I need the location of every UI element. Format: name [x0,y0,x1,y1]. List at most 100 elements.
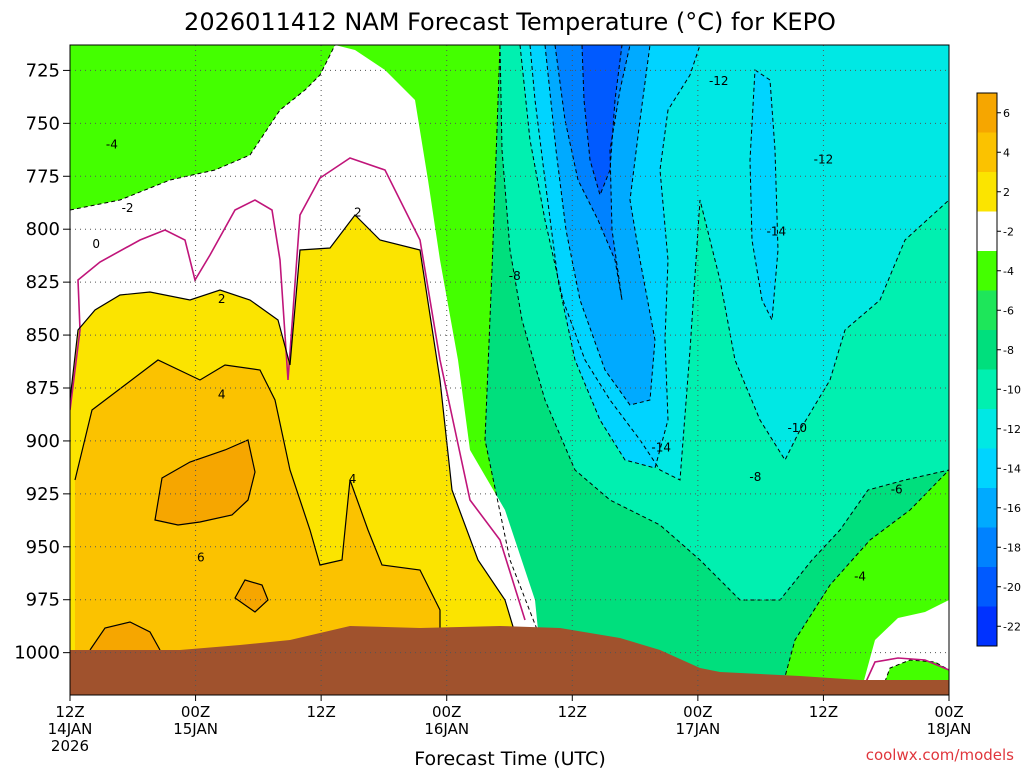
terrain-ground [70,626,949,695]
contour-minus4 [779,469,949,695]
contour-label: -14 [767,224,787,238]
contour-label: -2 [122,201,134,215]
y-axis: 725 750 775 800 825 850 875 900 925 950 975 1000 [14,60,70,664]
x-tick-label: 12Z [558,703,587,721]
y-tick-label: 975 [26,590,60,611]
y-tick-label: 725 [26,60,60,81]
contour-6 [154,439,256,526]
band-6-to-4-small [235,580,268,612]
colorbar-label: -16 [1003,502,1021,515]
positive-contours [70,214,521,651]
y-tick-label: 850 [26,325,60,346]
x-axis: 12Z 14JAN 2026 00Z 15JAN 12Z 00Z 16JAN 12Z 00Z 17J… [48,695,972,755]
contour-minus16 [554,45,631,301]
band-6-to-4 [155,440,255,525]
contour-minus10 [519,45,949,481]
contour-label: -4 [106,138,118,152]
plot-frame [69,44,950,696]
y-tick-label: 875 [26,378,60,399]
contour-label: -6 [891,483,903,497]
contour-0 [859,657,949,695]
chart-title: 2026011412 NAM Forecast Temperature (°C)… [184,8,836,36]
band-6-to-4-small [90,622,160,650]
colorbar-swatch [977,488,997,528]
contour-6 [234,579,269,613]
band-4-to-2 [75,360,440,650]
contour-label: 2 [218,292,226,306]
x-tick-label: 12Z [306,703,335,721]
negative-contours [70,45,949,695]
colorbar-swatch [977,93,997,133]
colorbar-label: -2 [1003,225,1014,238]
x-tick-label: 00Z 15JAN [173,703,218,738]
contour-label: 6 [197,550,205,564]
x-tick-label: 00Z 17JAN [675,703,720,738]
y-tick-label: 750 [26,113,60,134]
band-minus18-to-minus20 [582,45,622,195]
freezing-contour [70,157,949,695]
contour-label: 2 [354,205,362,219]
contour-6 [89,621,161,651]
contour-minus18 [581,45,623,197]
contour-label: -10 [787,421,807,435]
x-tick-label: 00Z 16JAN [424,703,469,738]
colorbar-label: -22 [1003,620,1021,633]
contour-minus2 [70,45,336,211]
colorbar-swatch [977,172,997,212]
contour-label: -8 [749,470,761,484]
colorbar-label: 4 [1003,146,1010,159]
colorbar-label: -6 [1003,304,1014,317]
colorbar-label: -14 [1003,462,1021,475]
y-tick-label: 800 [26,219,60,240]
colorbar-label: -18 [1003,541,1021,554]
contour-minus12 [529,45,701,469]
colorbar-swatch [977,567,997,607]
contour-0 [70,157,526,621]
colorbar-swatch [977,369,997,409]
colorbar-swatch [977,211,997,251]
contour-label: -8 [509,269,521,283]
y-tick-label: 925 [26,484,60,505]
y-tick-label: 1000 [14,643,60,664]
colorbar-label: -8 [1003,344,1014,357]
x-tick-label: 00Z 18JAN [927,703,972,738]
contour-label: -12 [709,74,729,88]
contour-minus6 [484,45,546,651]
y-tick-label: 775 [26,166,60,187]
contour-minus2 [879,659,949,695]
contour-minus12 [749,69,779,322]
contour-labels: -4 -2 0 2 4 6 2 4 -8 -12 -12 -14 -14 -10 -8 -6 -4 [92,74,902,583]
colorbar-swatch [977,132,997,172]
colorbar-frame [976,92,998,647]
colorbar-label: -20 [1003,581,1021,594]
gridlines [70,45,949,695]
credit-link[interactable]: coolwx.com/models [866,746,1014,764]
colorbar-swatch [977,527,997,567]
contour-4 [74,359,441,650]
colorbar-swatch [977,448,997,488]
band-minus12-to-minus14 [750,70,778,320]
colorbar-swatch [977,606,997,646]
colorbar-swatch [977,290,997,330]
y-tick-label: 900 [26,431,60,452]
colorbar-swatch [977,330,997,370]
contour-minus14 [544,45,656,406]
y-tick-label: 950 [26,537,60,558]
colorbar-swatch [977,409,997,449]
contour-label: 4 [218,387,226,401]
x-tick-label: 12Z 14JAN 2026 [48,703,93,755]
x-axis-label: Forecast Time (UTC) [414,748,605,768]
colorbar-swatch [977,251,997,291]
contour-2 [70,214,521,651]
contour-label: 0 [92,237,100,251]
colorbar-label: -4 [1003,265,1014,278]
contour-label: -4 [854,569,866,583]
colorbar-label: 2 [1003,186,1010,199]
contour-label: 4 [349,472,357,486]
colorbar-label: -10 [1003,383,1021,396]
x-tick-label: 12Z [809,703,838,721]
colorbar-label: -12 [1003,423,1021,436]
colorbar: 6 4 2 -2 -4 -6 -8 -10 -12 -14 -16 -18 -20 -22 [976,92,1021,647]
contour-minus8 [499,45,949,601]
